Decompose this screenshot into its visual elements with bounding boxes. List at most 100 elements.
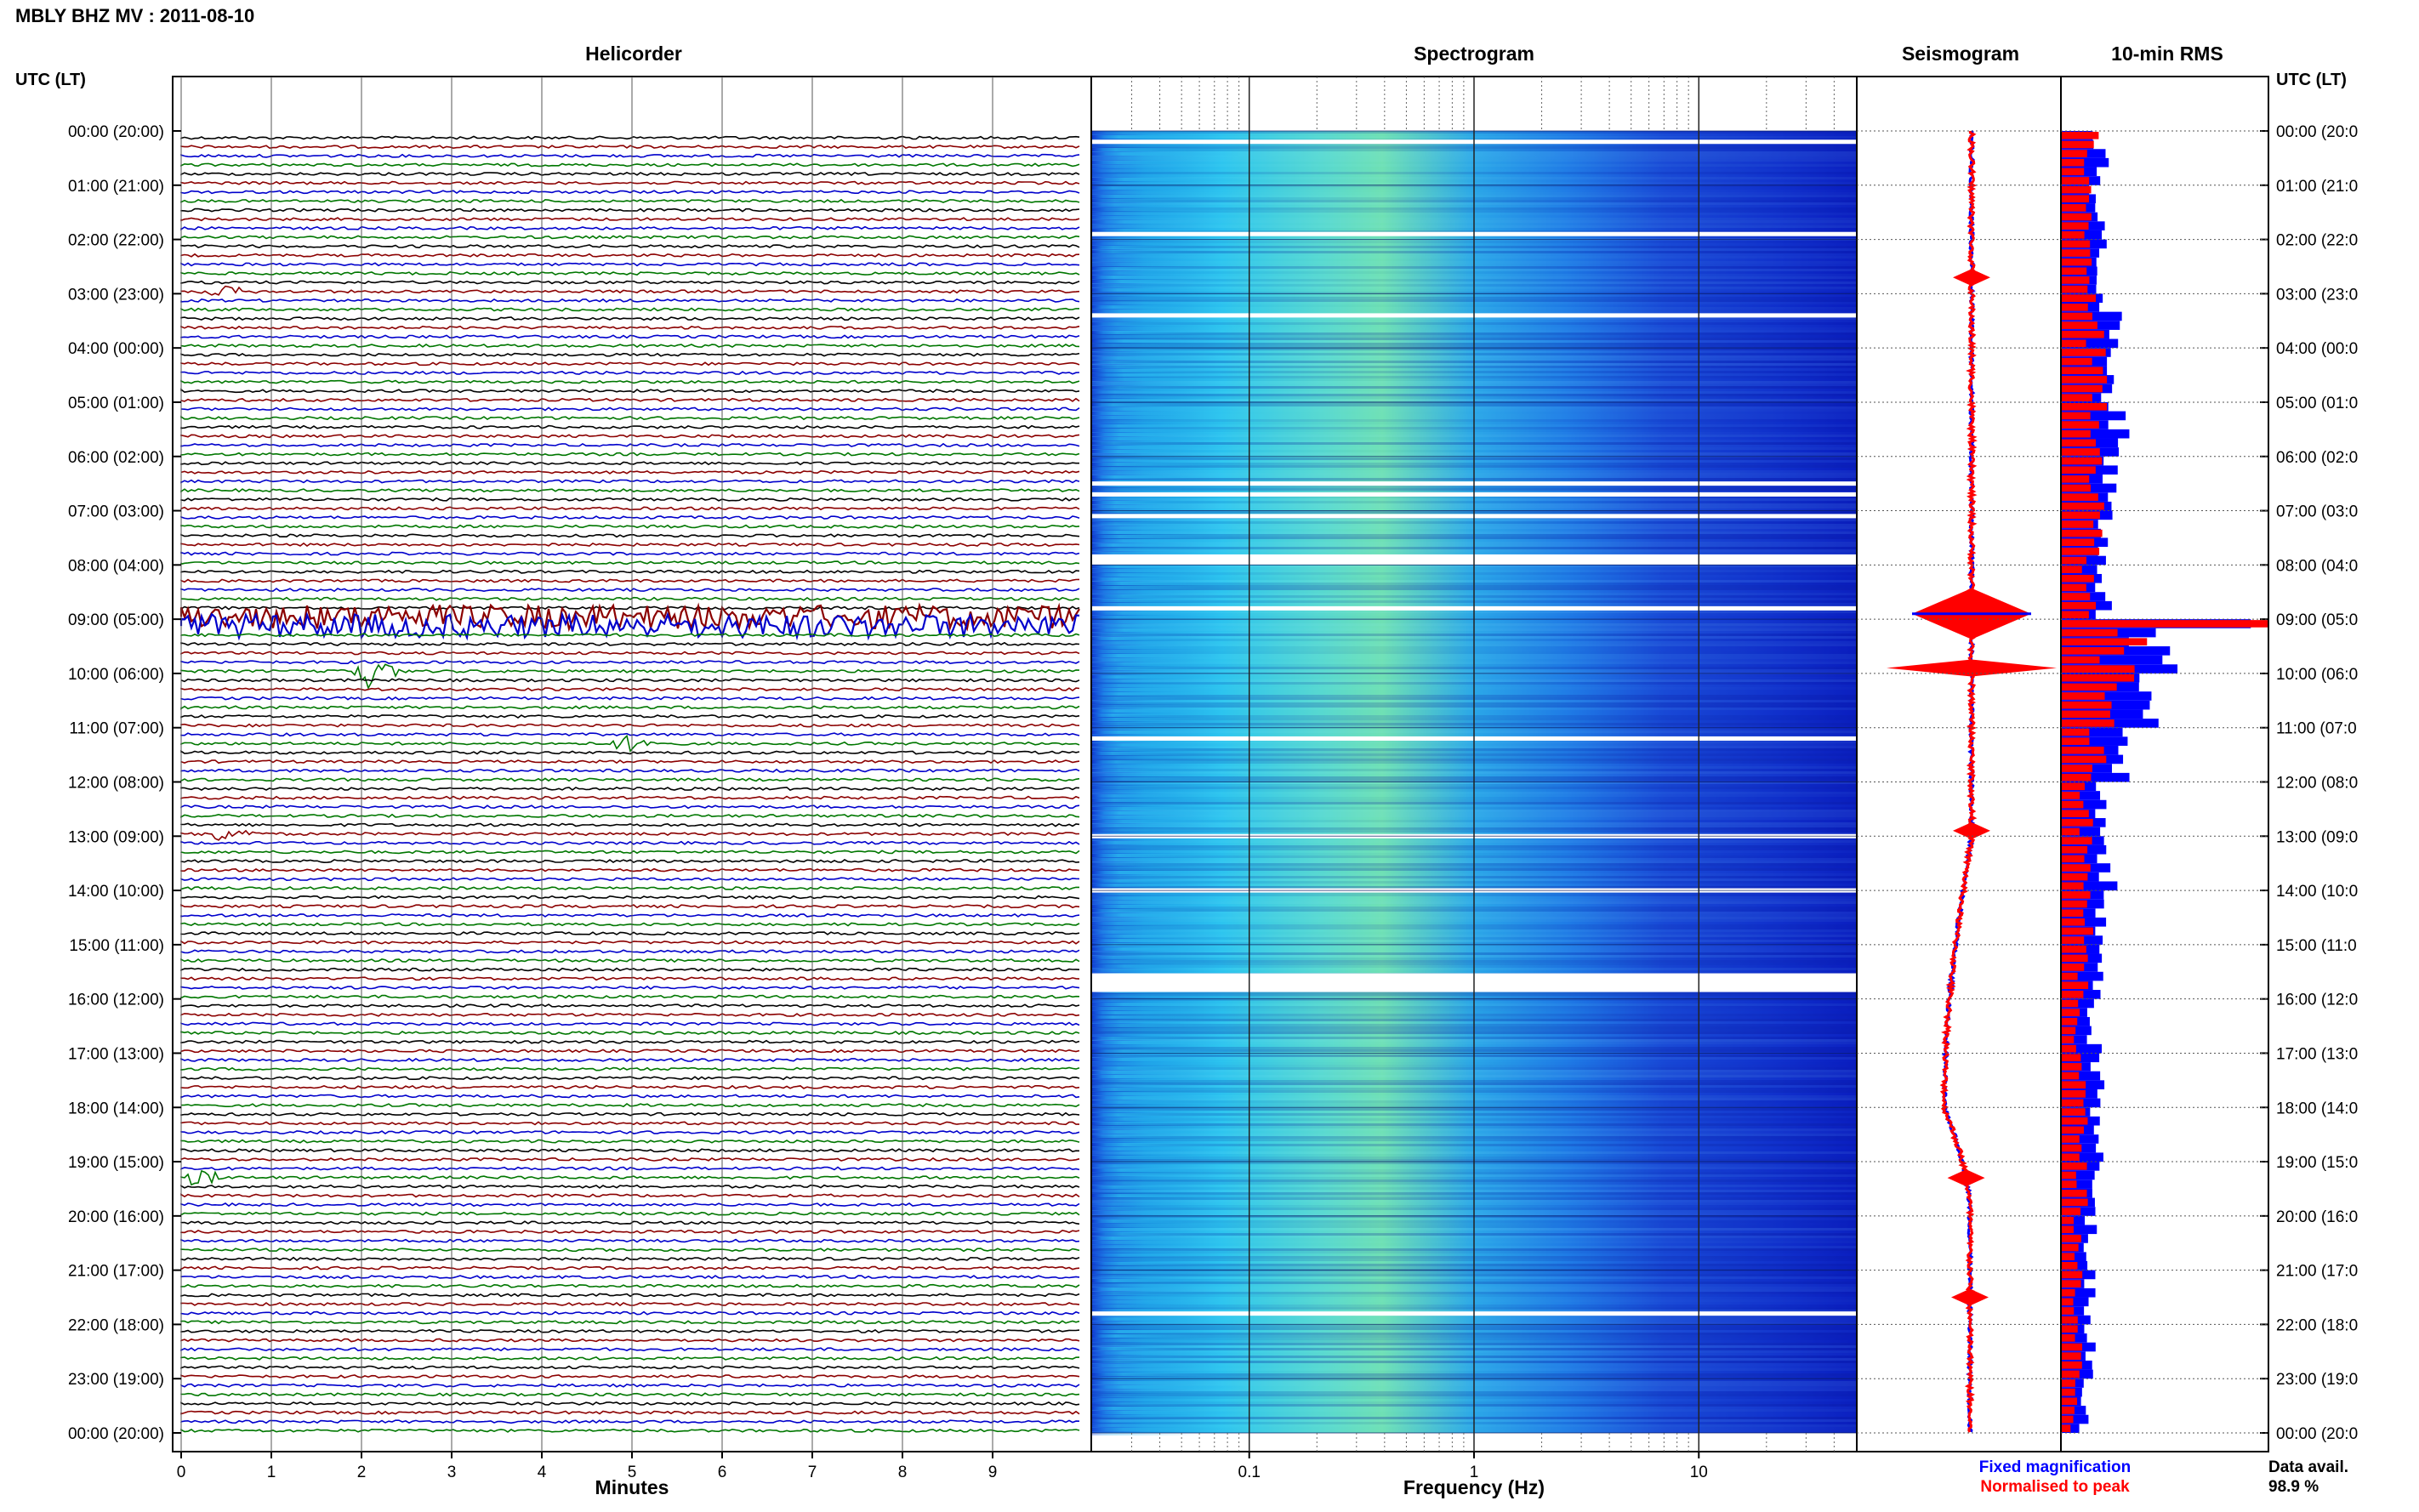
rms-bar-normalised xyxy=(2062,158,2085,167)
rms-bar-normalised xyxy=(2062,222,2089,230)
time-tick-label-left: 05:00 (01:00) xyxy=(68,395,164,412)
spectrogram-title: Spectrogram xyxy=(1414,43,1534,65)
time-tick-label-left: 22:00 (18:00) xyxy=(68,1316,164,1334)
spectrogram-lowband xyxy=(1092,679,1249,683)
rms-bar-normalised xyxy=(2062,1352,2081,1360)
helicorder-trace-line xyxy=(180,749,1080,755)
spectrogram-lowband xyxy=(1092,378,1254,381)
spectrogram-lowband xyxy=(1092,569,1230,572)
spectrogram-lowband xyxy=(1092,1266,1215,1270)
rms-bar-fixed xyxy=(2062,1225,2097,1235)
spectrogram-lowband xyxy=(1092,1419,1199,1423)
spectrogram-lowband xyxy=(1092,471,1225,475)
rms-bar-normalised xyxy=(2062,1089,2086,1098)
rms-bar-normalised xyxy=(2062,1370,2080,1378)
spectrogram-lowband xyxy=(1092,803,1204,806)
spectrogram-lowband xyxy=(1092,760,1213,764)
spectrogram-lowband xyxy=(1092,998,1197,1002)
time-tick-label-left: 11:00 (07:00) xyxy=(69,720,164,738)
spectrogram-lowband xyxy=(1092,148,1210,151)
spectrogram-lowband xyxy=(1092,752,1195,755)
spectrogram-lowband xyxy=(1092,1041,1245,1044)
spectrogram-lowband xyxy=(1092,412,1202,415)
seismogram-spike xyxy=(1951,1288,1989,1306)
rms-bar-normalised xyxy=(2062,1397,2078,1406)
spectrogram-lowband xyxy=(1092,310,1237,313)
spectrogram-lowband xyxy=(1092,450,1222,453)
rms-bar-fixed xyxy=(2062,1414,2089,1424)
time-tick-label-right: 21:00 (17:0 xyxy=(2276,1263,2358,1281)
rms-bar-normalised xyxy=(2062,140,2094,149)
spectrogram-lowband xyxy=(1092,820,1247,823)
spectrogram-lowband xyxy=(1092,782,1239,785)
rms-bar-fixed xyxy=(2062,1026,2092,1036)
spectrogram-lowband xyxy=(1092,335,1208,338)
spectrogram-lowband xyxy=(1092,1339,1241,1342)
rms-bar-fixed xyxy=(2062,772,2130,782)
spectrogram-lowband xyxy=(1092,930,1198,934)
helicorder-trace-line xyxy=(180,235,1080,240)
rms-bar-fixed xyxy=(2062,1287,2096,1298)
spectrogram-lowband xyxy=(1092,1139,1254,1142)
spectrogram-lowband xyxy=(1092,280,1240,283)
rms-bar-normalised xyxy=(2062,1270,2083,1279)
helicorder-trace-line xyxy=(180,787,1080,792)
helicorder-trace-line xyxy=(180,867,1080,873)
spectrogram-lowband xyxy=(1092,1156,1233,1159)
spectrogram-lowband xyxy=(1092,522,1210,526)
rms-bar-normalised xyxy=(2062,330,2104,338)
spectrogram-lowband xyxy=(1092,645,1240,649)
spectrogram-lowband xyxy=(1092,305,1197,309)
helicorder-trace-line xyxy=(180,931,1080,936)
rms-bar-normalised xyxy=(2062,755,2107,764)
spectrogram-lowband xyxy=(1092,1037,1196,1040)
spectrogram-lowband xyxy=(1092,339,1249,343)
helicorder-trace-line xyxy=(180,207,1080,213)
rms-bar-normalised xyxy=(2062,240,2091,248)
spectrogram-lowband xyxy=(1092,190,1238,194)
rms-bar-normalised xyxy=(2062,1180,2077,1188)
rms-bar-normalised xyxy=(2062,1171,2076,1179)
helicorder-trace-line xyxy=(180,1103,1080,1108)
spectrogram-lowband xyxy=(1092,1109,1223,1112)
spectrogram-lowband xyxy=(1092,1147,1223,1151)
spectrogram-lowband xyxy=(1092,1270,1204,1274)
rms-bar-fixed xyxy=(2062,736,2128,746)
spectrogram-lowband xyxy=(1092,454,1218,458)
rms-bar-normalised xyxy=(2062,1288,2075,1297)
helicorder-trace-line xyxy=(180,605,1080,611)
rms-bar-normalised xyxy=(2062,1316,2078,1324)
spectrogram-lowband xyxy=(1092,994,1241,998)
rms-bar-normalised xyxy=(2062,466,2096,475)
time-tick-label-left: 09:00 (05:00) xyxy=(68,611,164,629)
time-tick-label-right: 15:00 (11:0 xyxy=(2276,937,2357,955)
rms-bar-normalised xyxy=(2062,999,2079,1008)
helicorder-trace-line xyxy=(180,651,1080,656)
spectrogram-lowband xyxy=(1092,135,1225,139)
spectrogram-lowband xyxy=(1092,250,1198,253)
spectrogram-lowband xyxy=(1092,259,1206,262)
time-tick-label-left: 17:00 (13:00) xyxy=(68,1045,164,1063)
rms-bar-normalised xyxy=(2062,674,2135,682)
spectrogram-lowband xyxy=(1092,594,1246,598)
helicorder-trace-line xyxy=(180,633,1080,638)
spectrogram-lowband xyxy=(1092,1083,1217,1087)
time-tick-label-left: 08:00 (04:00) xyxy=(68,557,164,575)
minute-tick-label: 0 xyxy=(177,1464,186,1481)
minute-tick-label: 7 xyxy=(808,1464,817,1481)
spectrogram-lowband xyxy=(1092,871,1234,874)
spectrogram-lowband xyxy=(1092,1173,1244,1176)
spectrogram-lowband xyxy=(1092,475,1205,479)
spectrogram-lowband xyxy=(1092,348,1241,351)
helicorder-trace-line xyxy=(180,225,1080,231)
spectrogram-lowband xyxy=(1092,747,1210,751)
rms-bar-normalised xyxy=(2062,819,2093,827)
spectrogram-lowband xyxy=(1092,352,1228,355)
rms-bar-normalised xyxy=(2062,339,2086,348)
helicorder-trace-line xyxy=(180,696,1080,701)
spectrogram-lowband xyxy=(1092,892,1232,895)
spectrogram-lowband xyxy=(1092,1232,1243,1236)
spectrogram-lowband xyxy=(1092,1079,1243,1083)
spectrogram-lowband xyxy=(1092,437,1229,441)
spectrogram-lowband xyxy=(1092,862,1217,866)
